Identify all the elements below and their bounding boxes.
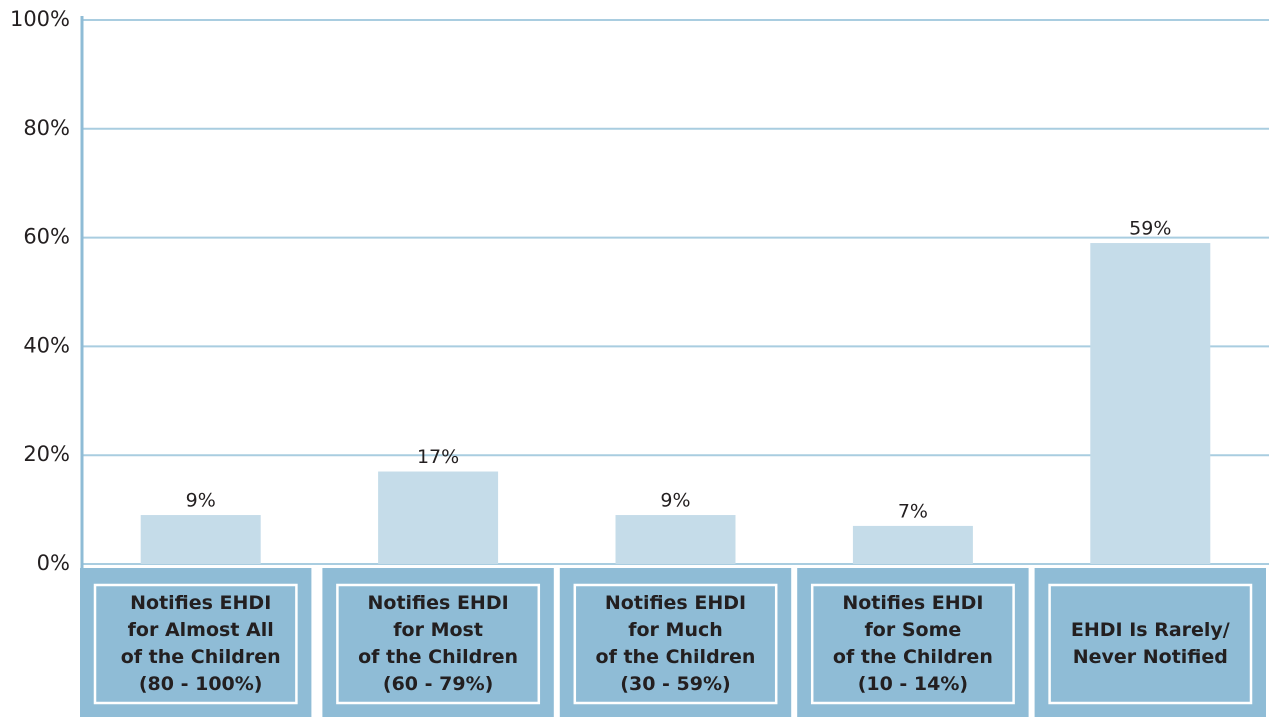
bar (615, 515, 736, 564)
x-tick-label: EHDI Is Rarely/ (1071, 619, 1230, 641)
x-tick-label: of the Children (358, 646, 518, 668)
value-label: 9% (660, 490, 690, 512)
value-label: 59% (1129, 218, 1171, 240)
bar (852, 525, 973, 564)
category-box (322, 568, 554, 717)
y-tick-label: 0% (37, 551, 70, 575)
category-box (1034, 568, 1266, 717)
x-tick-label: Notifies EHDI (842, 592, 983, 614)
x-tick-label: of the Children (833, 646, 993, 668)
x-tick-label: (80 - 100%) (139, 673, 263, 695)
category-box (80, 568, 312, 717)
category-box (797, 568, 1029, 717)
x-tick-label: for Much (628, 619, 723, 641)
bar (140, 515, 261, 564)
x-tick-label: Notifies EHDI (130, 592, 271, 614)
category-box (559, 568, 792, 717)
x-tick-label: Notifies EHDI (605, 592, 746, 614)
category-box-border (93, 583, 298, 705)
x-tick-label: for Almost All (128, 619, 274, 641)
y-tick-label: 100% (10, 7, 70, 31)
x-tick-label: (60 - 79%) (383, 673, 493, 695)
value-label: 9% (186, 490, 216, 512)
x-tick-label: (30 - 59%) (620, 673, 730, 695)
y-tick-label: 40% (23, 333, 70, 357)
x-tick-label: Never Notified (1073, 646, 1228, 668)
bar (378, 471, 499, 564)
category-box-border (1048, 583, 1253, 705)
x-tick-label: of the Children (121, 646, 281, 668)
x-tick-label: (10 - 14%) (858, 673, 968, 695)
category-box-border (810, 583, 1015, 705)
category-box-border (336, 583, 541, 705)
x-tick-label: Notifies EHDI (368, 592, 509, 614)
y-tick-label: 60% (23, 225, 70, 249)
y-tick-label: 80% (23, 116, 70, 140)
y-tick-label: 20% (23, 442, 70, 466)
x-tick-label: of the Children (596, 646, 756, 668)
value-label: 17% (417, 446, 459, 468)
x-tick-label: for Most (393, 619, 483, 641)
bar (1090, 243, 1211, 565)
value-label: 7% (898, 500, 928, 522)
category-box-border (573, 583, 778, 705)
x-tick-label: for Some (865, 619, 962, 641)
